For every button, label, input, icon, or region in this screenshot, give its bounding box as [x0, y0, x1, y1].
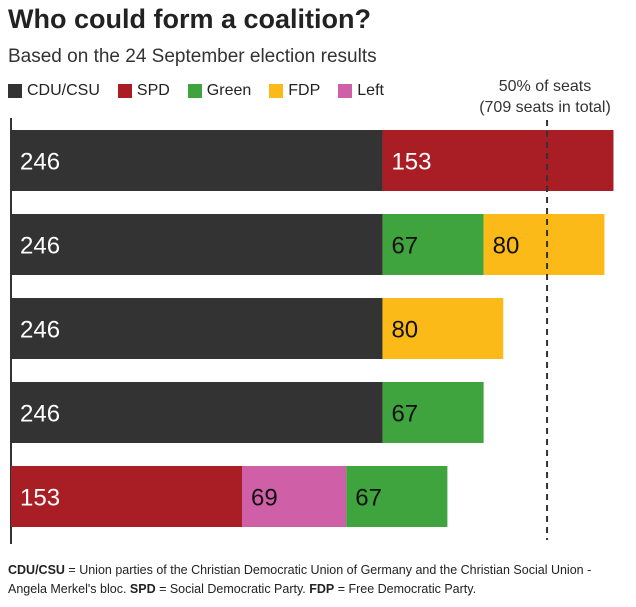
bar-label-row-3-fdp: 80 [391, 317, 418, 344]
bar-row-2-fdp [483, 214, 605, 275]
bar-label-row-4-green: 67 [391, 401, 418, 428]
bar-row-3-fdp [382, 298, 504, 359]
legend-item-left: Left [338, 82, 384, 100]
legend-swatch-cdu-csu [8, 84, 22, 98]
bar-label-row-2-fdp: 80 [493, 233, 520, 260]
legend-label-spd: SPD [136, 82, 170, 99]
majority-line-label-percent: 50% of seats [498, 78, 592, 95]
footnote-fdp-text: = Free Democratic Party. [334, 582, 477, 596]
legend-label-left: Left [357, 82, 384, 99]
majority-line-label-total: (709 seats in total) [479, 99, 611, 116]
legend-swatch-fdp [269, 84, 284, 98]
bar-row-1-cdu-csu [11, 130, 383, 191]
footnote-fdp-abbr: FDP [309, 582, 335, 596]
bar-row-5-left [242, 466, 347, 527]
chart-title: Who could form a coalition? [8, 4, 371, 34]
legend-swatch-left [338, 84, 353, 98]
legend: CDU/CSU SPD Green FDP Left [8, 82, 402, 100]
chart-subtitle: Based on the 24 September election resul… [8, 46, 377, 67]
bar-label-row-4-cdu-csu: 246 [20, 401, 60, 428]
bar-label-row-5-green: 67 [355, 485, 382, 512]
legend-item-green: Green [187, 82, 252, 100]
bar-row-2-cdu-csu [11, 214, 383, 275]
legend-item-fdp: FDP [269, 82, 320, 100]
bar-row-2-green [382, 214, 484, 275]
bar-label-row-1-cdu-csu: 246 [20, 149, 60, 176]
legend-label-cdu-csu: CDU/CSU [27, 82, 100, 99]
legend-label-fdp: FDP [288, 82, 321, 99]
legend-swatch-green [187, 84, 202, 98]
legend-item-spd: SPD [117, 82, 170, 100]
bar-label-row-5-left: 69 [251, 485, 278, 512]
bar-label-row-5-spd: 153 [20, 485, 60, 512]
bar-row-4-green [382, 382, 484, 443]
footnote: CDU/CSU = Union parties of the Christian… [8, 561, 623, 599]
bar-label-row-2-green: 67 [391, 233, 418, 260]
bar-row-5-green [346, 466, 448, 527]
legend-swatch-spd [117, 84, 132, 98]
footnote-spd-text: = Social Democratic Party. [155, 582, 310, 596]
chart-plot: 246 153 246 67 80 246 80 246 67 153 69 67 [10, 118, 614, 544]
majority-line-label: 50% of seats (709 seats in total) [466, 76, 624, 118]
legend-label-green: Green [206, 82, 252, 99]
bar-row-5-spd [11, 466, 243, 527]
bar-label-row-2-cdu-csu: 246 [20, 233, 60, 260]
bar-row-4-cdu-csu [11, 382, 383, 443]
footnote-spd-abbr: SPD [129, 582, 156, 596]
bar-label-row-3-cdu-csu: 246 [20, 317, 60, 344]
legend-item-cdu-csu: CDU/CSU [8, 82, 100, 100]
footnote-cdu-text: = Union parties of the Christian Democra… [8, 563, 592, 596]
bar-row-3-cdu-csu [11, 298, 383, 359]
bar-row-1-spd [382, 130, 614, 191]
footnote-cdu-abbr: CDU/CSU [8, 563, 65, 577]
bar-label-row-1-spd: 153 [391, 149, 431, 176]
